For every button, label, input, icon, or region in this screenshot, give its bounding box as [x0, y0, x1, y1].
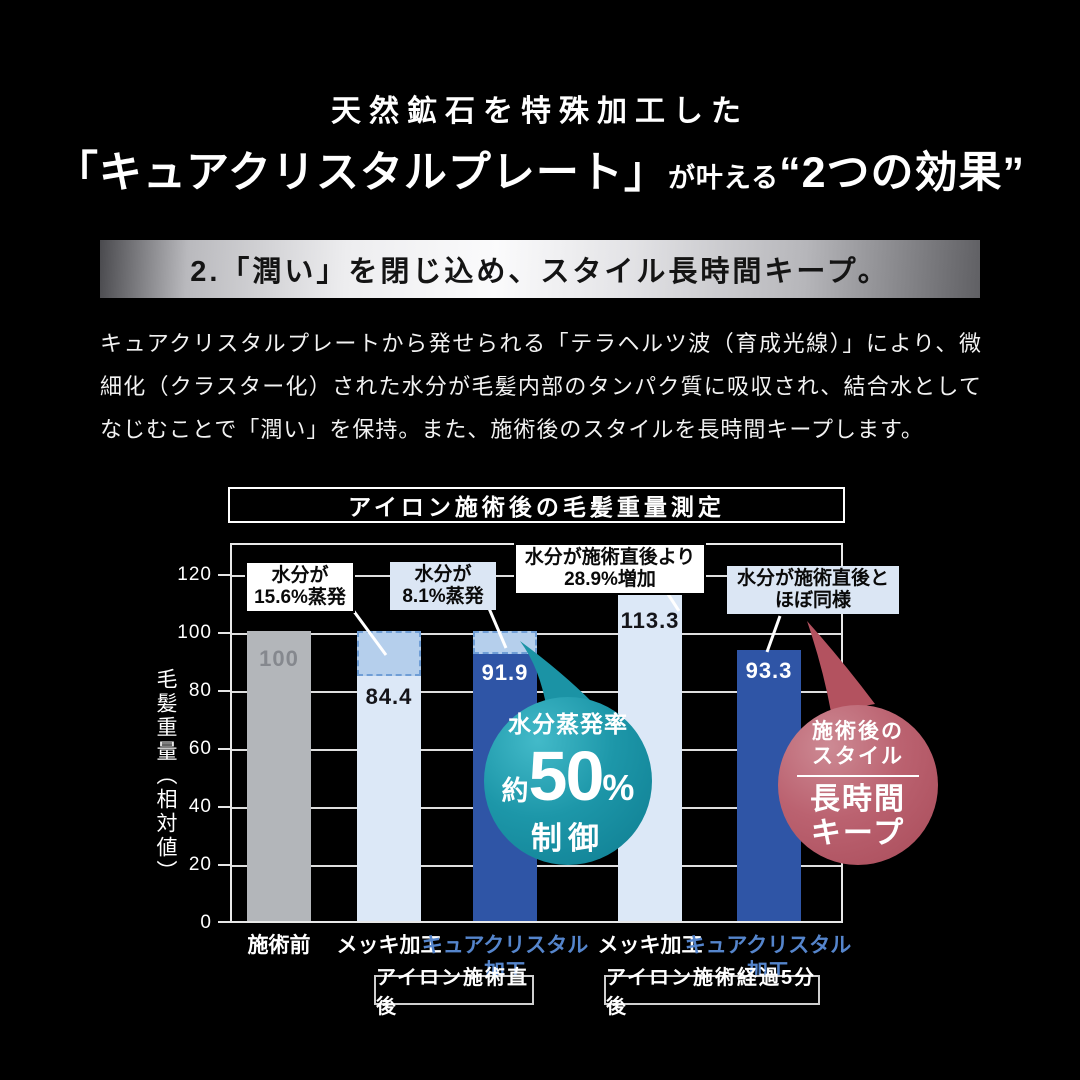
- chart-title-box: アイロン施術後の毛髪重量測定: [228, 487, 845, 523]
- annotation-line: 水分が施術直後より: [524, 547, 696, 568]
- badge-teal-number-row: 約 50 %: [502, 741, 635, 811]
- annotation-line: 水分が: [414, 564, 472, 585]
- annotation-evaporation-15: 水分が 15.6%蒸発: [245, 561, 355, 613]
- x-label-plated-5min: メッキ加工: [570, 933, 730, 959]
- chart-title-label: アイロン施術後の毛髪重量測定: [348, 494, 725, 520]
- y-tick-mark: [218, 574, 230, 576]
- annotation-line: ほぼ同様: [774, 590, 851, 611]
- annotation-line: 水分が: [271, 565, 329, 586]
- description-paragraph: キュアクリスタルプレートから発せられる「テラヘルツ波（育成光線）」により、微細化…: [100, 331, 982, 442]
- group-label-text: アイロン施術直後: [376, 967, 529, 1018]
- annotation-increase-28: 水分が施術直後より 28.9%増加: [514, 543, 706, 595]
- x-label-line: キュアクリスタル: [421, 934, 589, 957]
- group-label-after-5min: アイロン施術経過5分後: [604, 967, 820, 1018]
- badge-teal-control: 制御: [531, 820, 605, 856]
- annotation-same-as-immediate: 水分が施術直後と ほぼ同様: [727, 566, 899, 614]
- bar-pre-treatment: 100: [247, 631, 311, 921]
- bar-value-plated-5min: 113.3: [620, 608, 680, 633]
- section-banner: 2.「潤い」を閉じ込め、スタイル長時間キープ。: [100, 240, 980, 298]
- group-label-immediately-after: アイロン施術直後: [374, 967, 534, 1018]
- y-tick-label-40: 40: [188, 796, 212, 817]
- y-axis-title: 毛髪重量（相対値）: [154, 668, 177, 884]
- annotation-line: 水分が施術直後と: [736, 568, 889, 589]
- annotation-evaporation-8: 水分が 8.1%蒸発: [390, 562, 496, 610]
- y-tick-label-20: 20: [188, 854, 212, 875]
- badge-style-keep: 施術後の スタイル 長時間 キープ: [778, 705, 938, 865]
- y-tick-label-60: 60: [188, 738, 212, 759]
- bar-value-cure-crystal-5min: 93.3: [745, 658, 793, 683]
- headline-connector: が叶える: [667, 163, 780, 193]
- y-tick-label-120: 120: [177, 564, 212, 585]
- x-label-pre-treatment: 施術前: [199, 933, 359, 959]
- headline-product-name: 「キュアクリスタルプレート」: [54, 149, 668, 197]
- bar-value-plated-immediate: 84.4: [365, 684, 413, 709]
- x-label-line: メッキ加工: [597, 934, 703, 957]
- bar-value-pre-treatment: 100: [259, 646, 299, 671]
- x-label-line: 施術前: [247, 934, 311, 957]
- bar-plated-immediate: 84.4: [357, 631, 421, 921]
- y-tick-mark: [218, 632, 230, 634]
- x-label-line: キュアクリスタル: [684, 934, 852, 957]
- badge-teal-label: 水分蒸発率: [508, 710, 628, 737]
- y-tick-label-80: 80: [188, 680, 212, 701]
- y-tick-mark: [218, 690, 230, 692]
- y-tick-mark: [218, 748, 230, 750]
- badge-pink-line2: スタイル: [812, 745, 904, 768]
- y-tick-label-0: 0: [200, 912, 212, 933]
- annotation-line: 8.1%蒸発: [402, 586, 484, 607]
- badge-teal-percent: %: [602, 766, 635, 808]
- y-tick-mark: [218, 806, 230, 808]
- x-label-line: メッキ加工: [336, 934, 442, 957]
- badge-teal-number: 50: [528, 736, 605, 815]
- headline-subtitle: 天然鉱石を特殊加工した: [331, 95, 749, 128]
- group-label-text: アイロン施術経過5分後: [606, 967, 817, 1018]
- headline-title: 「キュアクリスタルプレート」が叶える“2つの効果”: [0, 138, 1080, 200]
- evaporated-region-plated: [357, 631, 421, 676]
- y-tick-mark: [218, 921, 230, 923]
- bar-value-cure-crystal-immediate: 91.9: [481, 660, 529, 685]
- section-banner-label: 2.「潤い」を閉じ込め、スタイル長時間キープ。: [190, 256, 890, 288]
- badge-pink-line1: 施術後の: [812, 720, 904, 743]
- headline-emphasis: “2つの効果”: [779, 149, 1026, 197]
- badge-evaporation-control: 水分蒸発率 約 50 % 制御: [484, 697, 652, 865]
- x-label-plated-immediate: メッキ加工: [309, 933, 469, 959]
- annotation-line: 28.9%増加: [564, 569, 656, 590]
- badge-pink-big1: 長時間: [810, 783, 906, 816]
- evaporated-region-cure-crystal: [473, 631, 537, 654]
- badge-teal-approx: 約: [501, 775, 529, 806]
- badge-pink-big2: キープ: [810, 817, 906, 850]
- y-tick-label-100: 100: [177, 622, 212, 643]
- y-tick-mark: [218, 864, 230, 866]
- annotation-line: 15.6%蒸発: [254, 587, 346, 608]
- badge-pink-divider: [797, 775, 919, 777]
